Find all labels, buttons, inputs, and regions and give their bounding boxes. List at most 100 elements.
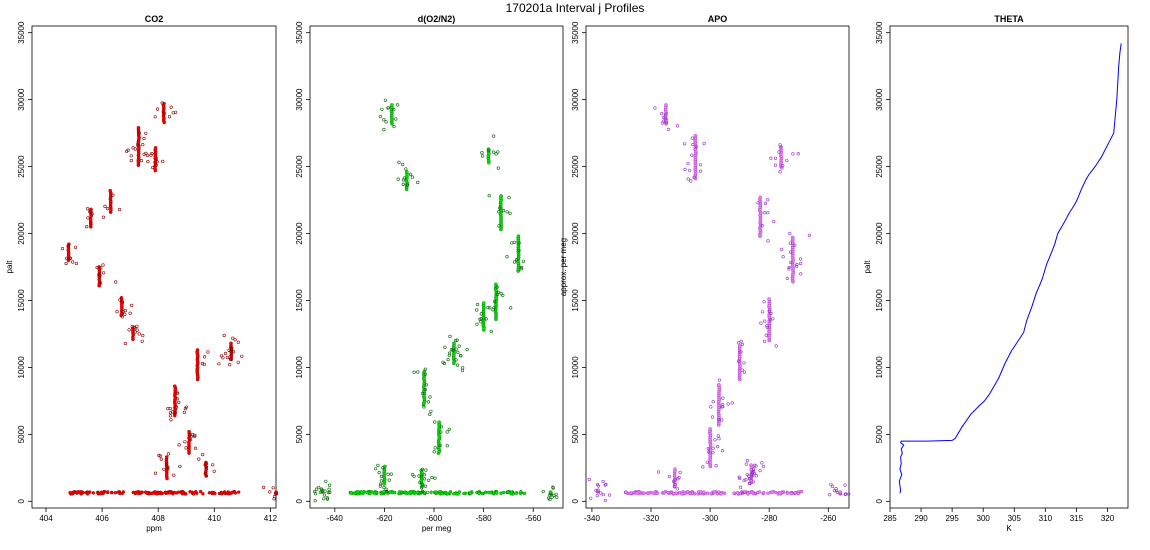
data-point-outlier — [736, 341, 741, 345]
data-point-outlier — [662, 115, 666, 120]
data-point-outlier — [492, 150, 496, 154]
data-point-outlier — [675, 124, 680, 128]
data-point-outlier — [745, 459, 750, 463]
data-point — [737, 344, 742, 348]
data-point — [153, 145, 158, 150]
data-point-outlier — [683, 167, 687, 172]
data-point-outlier — [488, 306, 492, 310]
data-point-outlier — [465, 347, 469, 352]
data-point — [796, 491, 800, 496]
data-point-outlier — [313, 490, 317, 494]
data-point-outlier — [764, 333, 768, 337]
data-point-outlier — [445, 430, 449, 434]
data-point-outlier — [73, 245, 78, 249]
data-point-outlier — [604, 482, 608, 487]
data-point-outlier — [711, 400, 715, 404]
data-point-outlier — [799, 272, 803, 276]
y-tick-label: 30000 — [295, 88, 304, 111]
data-point-outlier — [689, 179, 693, 183]
data-point-outlier — [144, 151, 148, 155]
data-point — [480, 491, 485, 496]
data-point-outlier — [272, 495, 277, 499]
data-point-outlier — [607, 493, 612, 497]
data-point-outlier — [188, 437, 192, 442]
data-point-outlier — [706, 447, 710, 451]
data-point-outlier — [691, 142, 695, 147]
data-point-outlier — [374, 467, 378, 471]
data-point — [509, 490, 514, 495]
data-point-outlier — [409, 172, 413, 176]
data-point-outlier — [429, 409, 433, 413]
data-point-outlier — [174, 405, 179, 409]
y-tick-label: 30000 — [875, 88, 884, 111]
data-point-outlier — [318, 490, 322, 494]
data-point — [150, 491, 154, 496]
data-point — [397, 490, 402, 494]
data-point-outlier — [132, 325, 136, 329]
data-point-outlier — [223, 351, 228, 356]
data-point-outlier — [519, 267, 523, 271]
data-point-outlier — [396, 103, 400, 107]
data-point-outlier — [507, 196, 511, 200]
data-point-outlier — [432, 450, 436, 454]
data-point-outlier — [707, 450, 711, 454]
data-point-outlier — [380, 107, 384, 111]
data-point-outlier — [184, 446, 188, 450]
scatter-points — [587, 103, 851, 503]
data-point — [429, 490, 433, 494]
data-point-outlier — [118, 298, 122, 302]
data-point-outlier — [327, 487, 331, 491]
data-point-outlier — [653, 106, 657, 110]
data-point-outlier — [769, 156, 773, 160]
data-point — [445, 492, 450, 496]
x-tick-label: 290 — [914, 514, 928, 523]
data-point-outlier — [448, 334, 452, 339]
data-point — [201, 492, 205, 496]
data-point-outlier — [182, 410, 186, 415]
data-point-outlier — [496, 166, 500, 170]
data-point — [761, 490, 766, 495]
data-point-outlier — [171, 111, 175, 115]
data-point — [522, 491, 527, 496]
panel-2: d(O2/N2) -640 -620 -600 -580 -560 0 5000 10000 15… — [295, 14, 564, 533]
data-point-outlier — [698, 169, 703, 173]
data-point-outlier — [187, 432, 192, 436]
data-point — [838, 490, 843, 495]
data-point — [499, 194, 503, 198]
data-point-outlier — [427, 478, 431, 483]
data-point-outlier — [177, 400, 181, 405]
data-point-outlier — [587, 477, 591, 482]
x-tick-label: 404 — [39, 514, 53, 523]
data-point — [164, 455, 169, 459]
data-point — [101, 491, 106, 495]
data-point-outlier — [120, 300, 125, 304]
data-point-outlier — [111, 193, 115, 197]
data-point-outlier — [705, 460, 709, 464]
data-point-outlier — [761, 310, 765, 314]
data-point — [190, 490, 195, 494]
data-point — [167, 490, 172, 495]
data-point-outlier — [686, 177, 690, 181]
y-tick-label: 35000 — [875, 21, 884, 44]
data-point-outlier — [595, 482, 600, 487]
data-point-outlier — [125, 149, 129, 153]
data-point-outlier — [777, 150, 781, 154]
data-point-outlier — [74, 261, 78, 266]
data-point — [481, 301, 486, 305]
data-point-outlier — [761, 465, 766, 469]
data-point-outlier — [656, 470, 661, 474]
data-point-outlier — [789, 260, 793, 265]
data-point-outlier — [158, 454, 162, 458]
data-point — [790, 235, 795, 240]
data-point-outlier — [711, 446, 715, 450]
data-point-outlier — [420, 467, 425, 472]
data-point-outlier — [698, 163, 703, 167]
data-point-outlier — [140, 339, 144, 343]
data-point-outlier — [760, 461, 764, 465]
data-point-outlier — [322, 493, 327, 497]
data-point-outlier — [418, 481, 422, 485]
y-tick-label: 10000 — [875, 356, 884, 379]
data-point — [680, 492, 684, 496]
data-point-outlier — [319, 487, 324, 491]
data-point-outlier — [456, 363, 460, 367]
